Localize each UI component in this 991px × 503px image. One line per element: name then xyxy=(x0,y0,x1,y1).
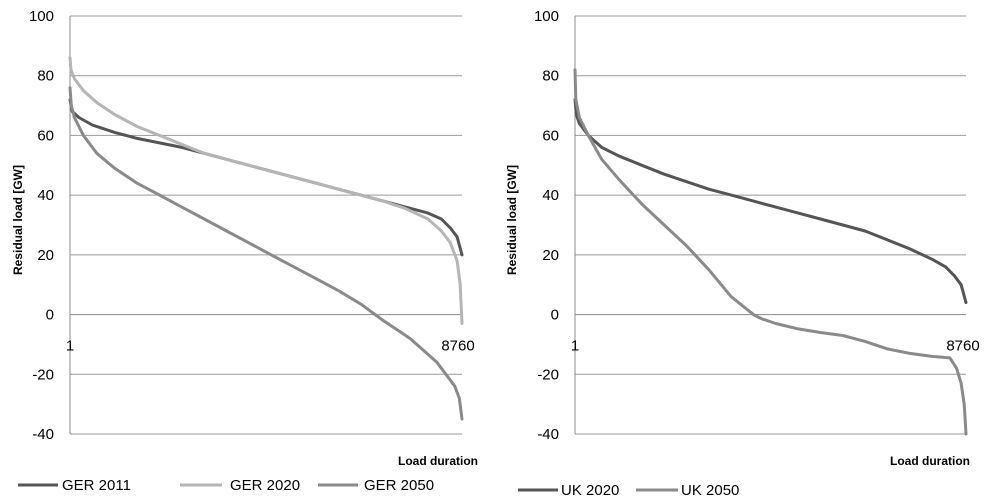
y-tick-label: 80 xyxy=(542,68,559,85)
x-tick-label: 8760 xyxy=(441,338,474,355)
x-axis-title: Load duration xyxy=(398,454,478,468)
y-tick-label: 20 xyxy=(37,247,54,264)
y-tick-label: 100 xyxy=(534,8,559,25)
y-tick-label: 60 xyxy=(542,127,559,144)
y-axis-title: Residual load [GW] xyxy=(505,165,519,275)
y-tick-label: -20 xyxy=(32,366,54,383)
x-tick-label: 1 xyxy=(66,338,74,355)
y-tick-label: 20 xyxy=(542,247,559,264)
legend-label: UK 2050 xyxy=(681,482,739,499)
y-tick-label: -40 xyxy=(32,426,54,443)
y-tick-label: 40 xyxy=(37,187,54,204)
y-tick-label: -20 xyxy=(537,366,559,383)
chart-panel-uk: -40 -20 0 20 40 60 80 100 1 8760 Residual load [GW… xyxy=(505,8,980,499)
y-axis-title: Residual load [GW] xyxy=(11,165,25,275)
chart-panel-germany: -40 -20 0 20 40 60 80 100 1 8760 Residual load [GW… xyxy=(11,8,478,494)
y-tick-label: 80 xyxy=(37,68,54,85)
y-tick-label: 100 xyxy=(29,8,54,25)
series-line-uk-2050 xyxy=(575,70,966,434)
y-tick-label: -40 xyxy=(537,426,559,443)
legend-label: GER 2011 xyxy=(62,477,131,494)
legend-label: GER 2050 xyxy=(364,477,434,494)
y-tick-label: 0 xyxy=(46,307,54,324)
legend-label: UK 2020 xyxy=(561,482,619,499)
series-line-ger-2020 xyxy=(70,58,462,324)
y-tick-label: 60 xyxy=(37,127,54,144)
series-line-uk-2020 xyxy=(575,100,966,303)
y-tick-label: 40 xyxy=(542,187,559,204)
x-tick-label: 1 xyxy=(571,338,579,355)
x-axis-title: Load duration xyxy=(890,454,970,468)
y-tick-label: 0 xyxy=(551,307,559,324)
legend-label: GER 2020 xyxy=(230,477,300,494)
x-tick-label: 8760 xyxy=(946,338,979,355)
